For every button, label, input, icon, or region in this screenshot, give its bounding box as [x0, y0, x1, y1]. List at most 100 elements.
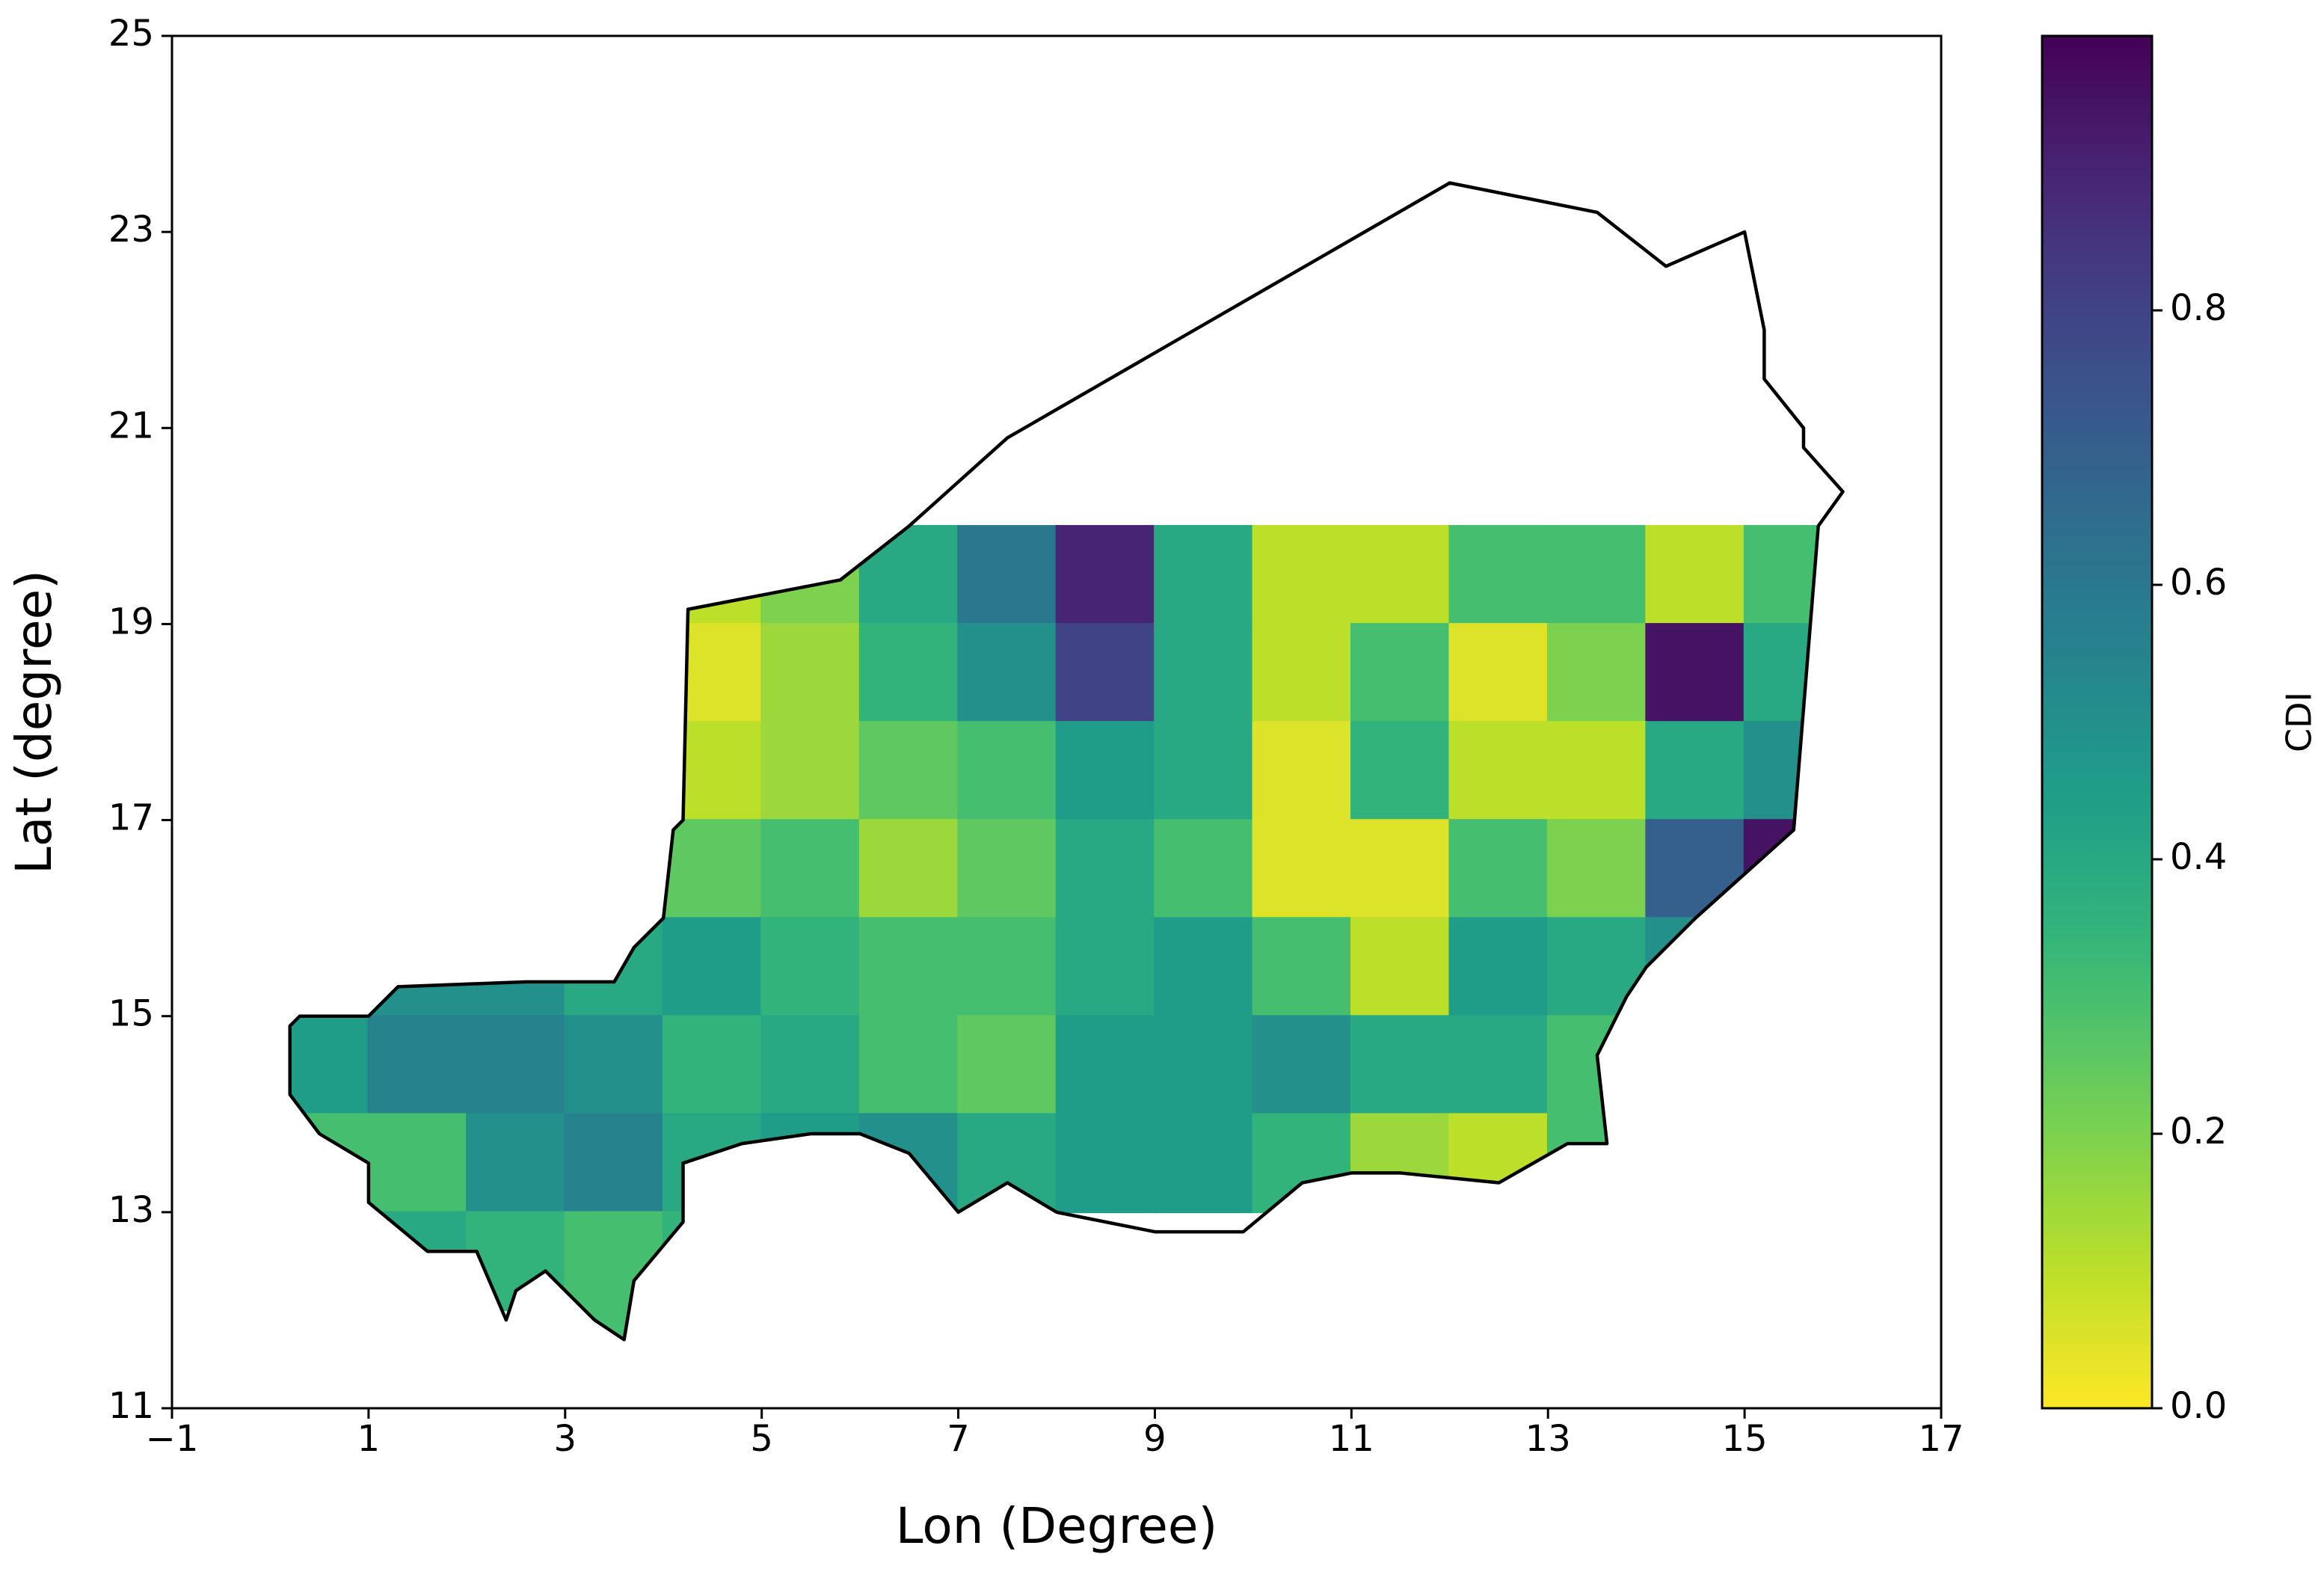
cdi-cell	[1252, 525, 1353, 625]
cdi-cell	[1154, 1113, 1255, 1214]
plot-frame	[170, 34, 1943, 1410]
cdi-cell	[1055, 623, 1156, 723]
cdi-cell	[466, 1113, 567, 1214]
cdi-cell	[662, 525, 763, 625]
cdi-cell	[1350, 1015, 1451, 1116]
cdi-cell	[1055, 917, 1156, 1018]
cdi-cell	[1448, 525, 1549, 625]
x-tick-label: 15	[1722, 1418, 1768, 1460]
cdi-cell	[1055, 525, 1156, 625]
cdi-cell	[466, 1015, 567, 1116]
cdi-cell	[1743, 819, 1843, 919]
cdi-cell	[858, 1113, 959, 1214]
cdi-cell	[858, 1015, 959, 1116]
x-tick-label: 3	[554, 1418, 577, 1460]
map-layer	[269, 183, 1844, 1410]
x-tick-label: 1	[357, 1418, 381, 1460]
y-tick-label: 15	[108, 993, 154, 1035]
cdi-cell	[1448, 917, 1549, 1018]
cdi-cell	[858, 819, 959, 919]
colorbar-tick-label: 0.0	[2170, 1385, 2227, 1427]
cdi-cell	[760, 917, 861, 1018]
cdi-cell	[1448, 819, 1549, 919]
colorbar	[2041, 34, 2154, 1410]
cdi-cell	[289, 917, 370, 1018]
cdi-cell	[760, 721, 861, 821]
cdi-cell	[1252, 917, 1353, 1018]
cdi-cell	[564, 1309, 665, 1340]
cdi-cell	[1350, 917, 1451, 1018]
cdi-cell	[367, 1113, 468, 1214]
cdi-cell	[289, 1015, 370, 1116]
cdi-cell	[1252, 1113, 1353, 1214]
cdi-cell	[1645, 721, 1746, 821]
y-tick-label: 13	[108, 1189, 154, 1231]
y-tick-label: 19	[108, 601, 154, 642]
colorbar-label: CDI	[2279, 692, 2320, 752]
cdi-cell	[289, 1113, 370, 1214]
cdi-cell	[662, 917, 763, 1018]
y-tick-label: 21	[108, 405, 154, 446]
cdi-cell	[1546, 721, 1647, 821]
cdi-cell	[1154, 819, 1255, 919]
cdi-cell	[1154, 1015, 1255, 1116]
x-tick-label: 9	[1143, 1418, 1166, 1460]
colorbar-tick-label: 0.6	[2170, 562, 2227, 604]
cdi-cell	[1448, 1015, 1549, 1116]
cdi-cell	[760, 623, 861, 723]
cdi-cell	[564, 1113, 665, 1214]
x-tick-label: 7	[947, 1418, 970, 1460]
cdi-cell	[1350, 1113, 1451, 1214]
cdi-cell	[662, 819, 763, 919]
cdi-cell	[957, 525, 1058, 625]
cdi-cell	[1154, 525, 1255, 625]
cdi-cell	[564, 1015, 665, 1116]
y-tick-label: 23	[108, 209, 154, 251]
cdi-cell	[1350, 721, 1451, 821]
cdi-cell	[1546, 819, 1647, 919]
cdi-cell	[1645, 917, 1746, 1018]
cdi-cell	[957, 721, 1058, 821]
cdi-cell	[564, 819, 665, 919]
cdi-cell	[1252, 819, 1353, 919]
cdi-field	[289, 525, 1843, 1340]
x-tick-label: 5	[750, 1418, 773, 1460]
cdi-cell	[957, 623, 1058, 723]
cdi-cell	[1252, 623, 1353, 723]
cdi-cell	[1154, 623, 1255, 723]
cdi-cell	[1743, 525, 1843, 625]
y-axis-label: Lat (degree)	[5, 570, 63, 874]
cdi-cell	[858, 525, 959, 625]
cdi-cell	[760, 1015, 861, 1116]
cdi-cell	[1645, 819, 1746, 919]
cdi-cell	[1645, 623, 1746, 723]
cdi-cell	[662, 623, 763, 723]
cdi-cell	[957, 1015, 1058, 1116]
cdi-cell	[1546, 623, 1647, 723]
cdi-cell	[1154, 721, 1255, 821]
cdi-cell	[1645, 525, 1746, 625]
cdi-cell	[1055, 819, 1156, 919]
cdi-cell	[957, 1113, 1058, 1214]
y-tick-label: 17	[108, 797, 154, 839]
cdi-cell	[1055, 721, 1156, 821]
cdi-cell	[1055, 1113, 1156, 1214]
x-tick-label: 17	[1918, 1418, 1964, 1460]
x-tick-label: −1	[146, 1418, 199, 1460]
colorbar-tick-label: 0.8	[2170, 287, 2227, 329]
cdi-cell	[1448, 721, 1549, 821]
cdi-cell	[1350, 525, 1451, 625]
colorbar-tick-label: 0.2	[2170, 1111, 2227, 1152]
y-tick-label: 11	[108, 1385, 154, 1427]
cdi-cell	[662, 1015, 763, 1116]
cdi-cell	[957, 917, 1058, 1018]
cdi-cell	[1743, 623, 1843, 723]
cdi-cell	[367, 1211, 468, 1312]
cdi-cell	[858, 623, 959, 723]
cdi-cell	[662, 1113, 763, 1214]
cdi-cell	[1743, 721, 1843, 821]
cdi-cell	[466, 917, 567, 1018]
cdi-cell	[367, 1015, 468, 1116]
cdi-cell	[858, 917, 959, 1018]
